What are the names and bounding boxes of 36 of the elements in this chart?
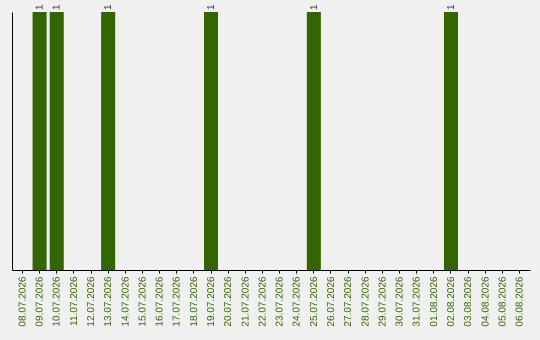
x-tick-label: 08.07.2026 <box>17 276 28 327</box>
x-tick-label: 24.07.2026 <box>292 276 303 327</box>
x-tick-label: 29.07.2026 <box>377 276 388 327</box>
x-tick-label: 25.07.2026 <box>308 276 320 327</box>
x-tick-label: 28.07.2026 <box>360 276 372 327</box>
data-label: 1 <box>52 4 63 10</box>
x-tick-label: 18.07.2026 <box>188 276 200 327</box>
x-tick-label: 13.07.2026 <box>103 276 114 327</box>
x-tick-label: 19.07.2026 <box>206 276 218 327</box>
x-tick-label: 27.07.2026 <box>343 276 354 327</box>
x-tick-label: 31.07.2026 <box>412 276 423 327</box>
x-tick-label: 05.08.2026 <box>497 276 508 327</box>
x-tick-label: 10.07.2026 <box>52 276 63 327</box>
x-tick-label: 14.07.2026 <box>120 276 132 327</box>
x-tick-label: 09.07.2026 <box>34 276 46 327</box>
x-tick-label: 30.07.2026 <box>394 276 406 327</box>
x-tick-label: 01.08.2026 <box>428 276 440 327</box>
x-tick-label: 23.07.2026 <box>274 276 286 327</box>
x-tick-label: 11.07.2026 <box>68 276 80 326</box>
x-tick-label: 12.07.2026 <box>86 276 98 327</box>
data-label: 1 <box>34 4 46 10</box>
data-label: 1 <box>103 4 114 10</box>
x-tick-label: 26.07.2026 <box>326 276 337 327</box>
data-label: 1 <box>308 4 320 10</box>
x-tick-label: 02.08.2026 <box>446 276 457 327</box>
x-tick-label: 20.07.2026 <box>223 276 234 327</box>
data-label: 1 <box>206 4 218 10</box>
x-tick-label: 03.08.2026 <box>463 276 474 327</box>
data-label: 1 <box>446 4 457 10</box>
x-tick-label: 22.07.2026 <box>257 276 268 327</box>
x-tick-label: 04.08.2026 <box>480 276 492 327</box>
x-tick-label: 21.07.2026 <box>240 276 252 327</box>
x-tick-label: 06.08.2026 <box>514 276 526 327</box>
x-tick-label: 16.07.2026 <box>154 276 166 327</box>
x-tick-label: 15.07.2026 <box>137 276 148 327</box>
x-tick-label: 17.07.2026 <box>172 276 183 327</box>
